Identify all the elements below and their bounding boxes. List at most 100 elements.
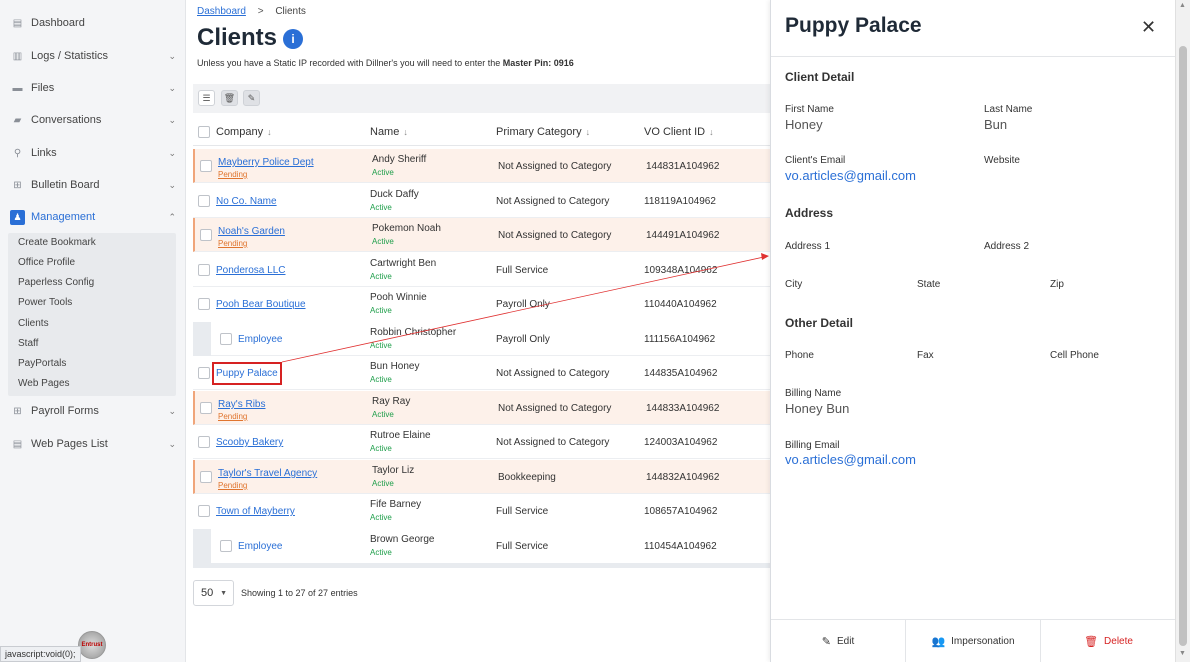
sidebar-item-links[interactable]: ⚲ Links ⌄ [0, 140, 186, 166]
column-header-name[interactable]: Name ↓ [370, 126, 408, 138]
section-title-address: Address [785, 206, 834, 220]
client-email-link[interactable]: vo.articles@gmail.com [785, 168, 916, 183]
table-row[interactable]: Puppy Palace Bun Honey Active Not Assign… [193, 356, 770, 390]
billing-email-link[interactable]: vo.articles@gmail.com [785, 452, 916, 467]
website-label: Website [984, 155, 1020, 166]
company-link[interactable]: No Co. Name [216, 196, 277, 207]
sidebar-item-label: Links [31, 147, 57, 159]
sidebar-item-bulletin-board[interactable]: ⊞ Bulletin Board ⌄ [0, 172, 186, 198]
sidebar-item-conversations[interactable]: ▰ Conversations ⌄ [0, 107, 186, 133]
table-row-employee[interactable]: Employee Robbin Christopher Active Payro… [193, 322, 770, 356]
main-content: Dashboard > Clients Clients i Unless you… [187, 0, 770, 662]
column-header-company[interactable]: Company ↓ [216, 126, 272, 138]
table-row[interactable]: Pooh Bear Boutique Pooh Winnie Active Pa… [193, 287, 770, 321]
page-scrollbar[interactable]: ▲ ▼ [1175, 0, 1190, 662]
table-row[interactable]: Ponderosa LLC Cartwright Ben Active Full… [193, 253, 770, 287]
company-link[interactable]: Pooh Bear Boutique [216, 299, 306, 310]
row-checkbox[interactable] [198, 298, 210, 310]
close-icon[interactable]: ✕ [1141, 17, 1157, 37]
sidebar-item-management[interactable]: ♟ Management ⌃ [0, 204, 186, 230]
submenu-item-clients[interactable]: Clients [18, 318, 49, 329]
table-row[interactable]: Taylor's Travel Agency Pending Taylor Li… [193, 460, 770, 494]
employee-link[interactable]: Employee [238, 334, 283, 345]
table-row-employee[interactable]: Employee Brown George Active Full Servic… [193, 529, 770, 563]
row-checkbox[interactable] [220, 540, 232, 552]
client-name: Taylor Liz [372, 465, 415, 476]
breadcrumb-dashboard-link[interactable]: Dashboard [197, 6, 246, 17]
table-toolbar: ☰ 🗑 ✎ [193, 84, 770, 113]
row-checkbox[interactable] [200, 160, 212, 172]
submenu-item-paperless-config[interactable]: Paperless Config [18, 277, 95, 288]
company-link[interactable]: Taylor's Travel Agency [218, 468, 318, 479]
company-link[interactable]: Puppy Palace [216, 368, 278, 379]
cell-phone-label: Cell Phone [1050, 350, 1099, 361]
sidebar-item-dashboard[interactable]: ▤ Dashboard [0, 10, 186, 36]
row-checkbox[interactable] [198, 436, 210, 448]
submenu-item-staff[interactable]: Staff [18, 338, 39, 349]
edit-button[interactable]: ✎ Edit [771, 620, 906, 662]
company-status-pending[interactable]: Pending [218, 481, 248, 490]
sidebar-item-payroll-forms[interactable]: ⊞ Payroll Forms ⌄ [0, 398, 186, 424]
table-row[interactable]: Scooby Bakery Rutroe Elaine Active Not A… [193, 425, 770, 459]
client-status-active: Active [370, 444, 392, 453]
company-link[interactable]: Mayberry Police Dept [218, 157, 314, 168]
delete-button[interactable]: 🗑 Delete [1041, 620, 1176, 662]
row-checkbox[interactable] [198, 195, 210, 207]
company-link[interactable]: Ray's Ribs [218, 399, 266, 410]
selection-highlight-box [212, 362, 282, 385]
submenu-item-office-profile[interactable]: Office Profile [18, 257, 76, 268]
info-icon[interactable]: i [283, 29, 303, 49]
entrust-seal[interactable]: Entrust [78, 631, 106, 659]
dropdown-caret-icon: ▼ [220, 589, 227, 597]
edit-icon[interactable]: ✎ [243, 90, 260, 106]
submenu-item-create-bookmark[interactable]: Create Bookmark [18, 237, 96, 248]
table-row[interactable]: Town of Mayberry Fife Barney Active Full… [193, 494, 770, 528]
sidebar-item-label: Web Pages List [31, 438, 108, 450]
sidebar-item-label: Payroll Forms [31, 405, 99, 417]
table-row[interactable]: Mayberry Police Dept Pending Andy Sherif… [193, 149, 770, 183]
row-checkbox[interactable] [198, 367, 210, 379]
row-checkbox[interactable] [200, 471, 212, 483]
row-checkbox[interactable] [220, 333, 232, 345]
panel-title: Puppy Palace [785, 14, 922, 37]
client-email-label: Client's Email [785, 155, 846, 166]
company-status-pending[interactable]: Pending [218, 239, 248, 248]
employee-link[interactable]: Employee [238, 541, 283, 552]
impersonation-label: Impersonation [951, 636, 1015, 647]
sidebar-item-logs[interactable]: ▥ Logs / Statistics ⌄ [0, 43, 186, 69]
impersonation-button[interactable]: 👥 Impersonation [906, 620, 1041, 662]
company-status-pending[interactable]: Pending [218, 170, 248, 179]
company-link[interactable]: Noah's Garden [218, 226, 285, 237]
column-header-vo-client-id[interactable]: VO Client ID ↓ [644, 126, 714, 138]
row-checkbox[interactable] [200, 229, 212, 241]
submenu-item-web-pages[interactable]: Web Pages [18, 378, 70, 389]
table-row[interactable]: Ray's Ribs Pending Ray Ray Active Not As… [193, 391, 770, 425]
select-all-checkbox[interactable] [198, 126, 210, 138]
scrollbar-thumb[interactable] [1179, 46, 1187, 646]
row-checkbox[interactable] [198, 505, 210, 517]
submenu-item-payportals[interactable]: PayPortals [18, 358, 67, 369]
client-status-active: Active [370, 548, 392, 557]
sidebar-item-files[interactable]: ▬ Files ⌄ [0, 75, 186, 101]
submenu-item-power-tools[interactable]: Power Tools [18, 297, 73, 308]
vo-client-id: 144833A104962 [646, 403, 720, 414]
client-name: Rutroe Elaine [370, 430, 431, 441]
column-header-category[interactable]: Primary Category ↓ [496, 126, 590, 138]
table-row[interactable]: Noah's Garden Pending Pokemon Noah Activ… [193, 218, 770, 252]
sidebar-item-label: Bulletin Board [31, 179, 100, 191]
company-link[interactable]: Ponderosa LLC [216, 265, 286, 276]
scroll-up-arrow-icon[interactable]: ▲ [1179, 2, 1186, 9]
company-status-pending[interactable]: Pending [218, 412, 248, 421]
filter-icon[interactable]: ☰ [198, 90, 215, 106]
scroll-down-arrow-icon[interactable]: ▼ [1179, 650, 1186, 657]
sidebar-item-web-pages-list[interactable]: ▤ Web Pages List ⌄ [0, 431, 186, 457]
page-size-select[interactable]: 50 ▼ [193, 580, 234, 606]
client-name: Cartwright Ben [370, 258, 437, 269]
table-row[interactable]: No Co. Name Duck Daffy Active Not Assign… [193, 184, 770, 218]
chat-icon: ▰ [13, 114, 22, 126]
row-checkbox[interactable] [200, 402, 212, 414]
company-link[interactable]: Town of Mayberry [216, 506, 295, 517]
row-checkbox[interactable] [198, 264, 210, 276]
trash-icon[interactable]: 🗑 [221, 90, 238, 106]
company-link[interactable]: Scooby Bakery [216, 437, 284, 448]
